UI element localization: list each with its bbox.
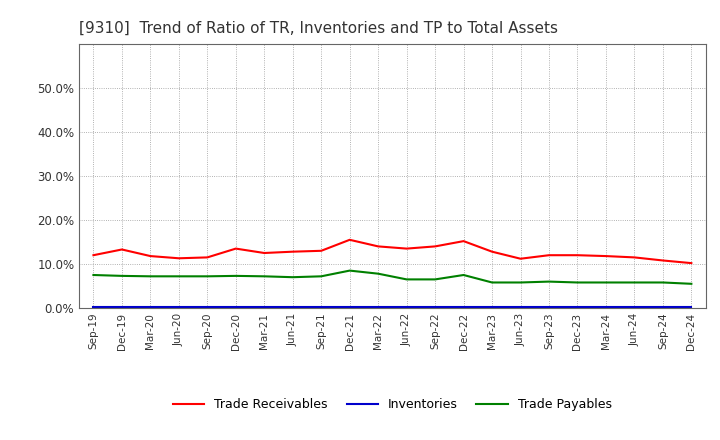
Inventories	[516, 304, 525, 310]
Trade Payables	[402, 277, 411, 282]
Trade Payables	[487, 280, 496, 285]
Trade Receivables	[317, 248, 325, 253]
Inventories	[630, 304, 639, 310]
Trade Payables	[545, 279, 554, 284]
Trade Receivables	[687, 260, 696, 266]
Inventories	[573, 304, 582, 310]
Trade Receivables	[260, 250, 269, 256]
Trade Receivables	[232, 246, 240, 251]
Inventories	[346, 304, 354, 310]
Trade Payables	[146, 274, 155, 279]
Trade Receivables	[346, 237, 354, 242]
Line: Trade Receivables: Trade Receivables	[94, 240, 691, 263]
Inventories	[317, 304, 325, 310]
Trade Payables	[459, 272, 468, 278]
Trade Receivables	[374, 244, 382, 249]
Trade Payables	[260, 274, 269, 279]
Trade Receivables	[89, 253, 98, 258]
Trade Payables	[431, 277, 439, 282]
Trade Receivables	[573, 253, 582, 258]
Inventories	[402, 304, 411, 310]
Trade Receivables	[630, 255, 639, 260]
Trade Receivables	[174, 256, 183, 261]
Inventories	[232, 304, 240, 310]
Trade Receivables	[289, 249, 297, 254]
Line: Trade Payables: Trade Payables	[94, 271, 691, 284]
Inventories	[203, 304, 212, 310]
Trade Payables	[602, 280, 611, 285]
Trade Payables	[232, 273, 240, 279]
Inventories	[459, 304, 468, 310]
Trade Payables	[516, 280, 525, 285]
Trade Payables	[117, 273, 126, 279]
Trade Payables	[317, 274, 325, 279]
Trade Receivables	[431, 244, 439, 249]
Text: [9310]  Trend of Ratio of TR, Inventories and TP to Total Assets: [9310] Trend of Ratio of TR, Inventories…	[79, 21, 558, 36]
Trade Payables	[687, 281, 696, 286]
Trade Payables	[573, 280, 582, 285]
Trade Receivables	[659, 258, 667, 263]
Trade Payables	[289, 275, 297, 280]
Trade Payables	[89, 272, 98, 278]
Trade Payables	[203, 274, 212, 279]
Trade Receivables	[402, 246, 411, 251]
Trade Payables	[659, 280, 667, 285]
Inventories	[545, 304, 554, 310]
Trade Receivables	[602, 253, 611, 259]
Inventories	[374, 304, 382, 310]
Trade Payables	[630, 280, 639, 285]
Legend: Trade Receivables, Inventories, Trade Payables: Trade Receivables, Inventories, Trade Pa…	[168, 393, 617, 416]
Trade Receivables	[117, 247, 126, 252]
Trade Receivables	[545, 253, 554, 258]
Inventories	[289, 304, 297, 310]
Inventories	[117, 304, 126, 310]
Trade Receivables	[203, 255, 212, 260]
Inventories	[659, 304, 667, 310]
Trade Payables	[174, 274, 183, 279]
Inventories	[89, 304, 98, 310]
Inventories	[687, 304, 696, 310]
Trade Receivables	[146, 253, 155, 259]
Trade Payables	[346, 268, 354, 273]
Inventories	[146, 304, 155, 310]
Trade Receivables	[487, 249, 496, 254]
Inventories	[260, 304, 269, 310]
Inventories	[431, 304, 439, 310]
Trade Receivables	[516, 256, 525, 261]
Inventories	[487, 304, 496, 310]
Trade Receivables	[459, 238, 468, 244]
Trade Payables	[374, 271, 382, 276]
Inventories	[174, 304, 183, 310]
Inventories	[602, 304, 611, 310]
